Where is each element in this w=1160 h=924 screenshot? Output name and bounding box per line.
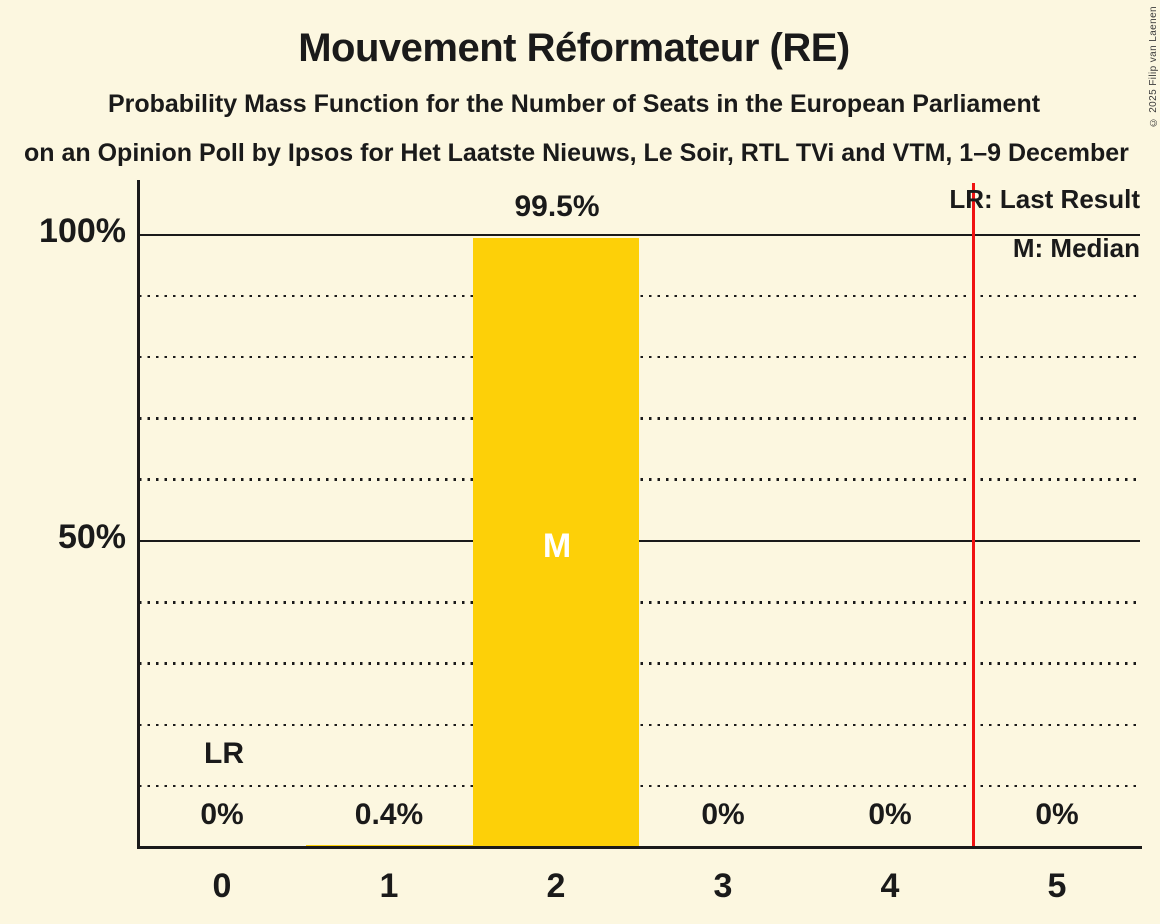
chart-title: Mouvement Réformateur (RE) (298, 26, 850, 70)
gridline-50pct (139, 539, 1140, 542)
value-label-5: 0% (1035, 798, 1079, 831)
dotted-gridline-20pct (139, 723, 1140, 727)
last-result-annotation: LR (204, 737, 244, 770)
x-tick-1: 1 (379, 867, 399, 905)
dotted-gridline-90pct (139, 294, 1140, 298)
legend-median: M: Median (1012, 233, 1140, 263)
x-tick-4: 4 (880, 867, 900, 905)
chart-subtitle-line1: Probability Mass Function for the Number… (107, 90, 1041, 118)
copyright-notice: © 2025 Filip van Laenen (1148, 6, 1159, 128)
value-label-2: 99.5% (514, 190, 600, 223)
value-label-4: 0% (868, 798, 912, 831)
dotted-gridline-10pct (139, 784, 1140, 788)
value-label-1: 0.4% (354, 798, 424, 831)
dotted-gridline-70pct (139, 417, 1140, 420)
dotted-gridline-80pct (139, 355, 1140, 359)
y-tick-50: 50% (57, 518, 126, 556)
y-tick-100: 100% (39, 212, 126, 250)
bar-seats-2 (472, 237, 640, 848)
x-tick-0: 0 (212, 867, 232, 905)
median-marker: M (542, 527, 572, 565)
value-label-3: 0% (701, 798, 745, 831)
y-axis-line (137, 180, 140, 849)
dotted-gridline-40pct (139, 601, 1140, 604)
gridline-100pct (139, 233, 1140, 236)
dotted-gridline-30pct (139, 662, 1140, 665)
x-tick-5: 5 (1047, 867, 1067, 905)
x-tick-3: 3 (713, 867, 733, 905)
x-tick-2: 2 (546, 867, 566, 905)
value-label-0: 0% (200, 798, 244, 831)
chart-subtitle-line2: on an Opinion Poll by Ipsos for Het Laat… (24, 139, 1129, 167)
last-result-line (971, 183, 975, 847)
legend-last-result: LR: Last Result (949, 184, 1140, 214)
x-axis-line (137, 846, 1142, 849)
dotted-gridline-60pct (139, 478, 1140, 481)
